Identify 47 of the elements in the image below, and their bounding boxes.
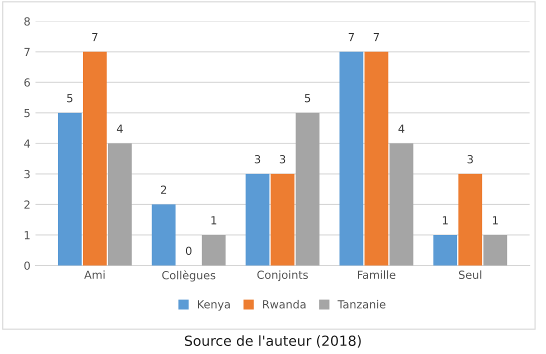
data-label: 3 [280, 155, 286, 164]
y-tick-label: 1 [24, 231, 30, 240]
y-tick-label: 0 [24, 261, 30, 270]
data-label: 4 [398, 124, 404, 133]
x-tick-label: Seul [458, 270, 482, 279]
data-label: 5 [67, 94, 72, 102]
bar [58, 112, 82, 266]
data-label: 0 [186, 246, 192, 256]
y-tick-label: 2 [24, 200, 30, 209]
data-label: 1 [211, 216, 216, 224]
data-label: 5 [304, 94, 310, 102]
y-tick-label: 5 [24, 108, 30, 118]
x-tick-label: Conjoints [257, 270, 308, 282]
bar [270, 174, 294, 266]
legend-label: Kenya [198, 300, 230, 311]
data-label: 4 [116, 124, 123, 133]
data-label: 7 [348, 33, 354, 42]
y-tick-label: 4 [24, 139, 30, 148]
bar [433, 234, 458, 266]
data-label: 7 [92, 33, 98, 42]
data-label: 2 [160, 186, 166, 194]
bar [202, 234, 226, 266]
bar [246, 174, 270, 266]
legend-label: Tanzanie [338, 300, 386, 309]
bar [458, 174, 482, 266]
data-label: 1 [442, 216, 448, 224]
y-tick-label: 3 [24, 170, 30, 178]
y-tick-label: 8 [24, 17, 30, 26]
bar [296, 112, 320, 266]
y-tick-label: 6 [24, 78, 30, 87]
bar [108, 143, 132, 266]
x-tick-label: Collègues [162, 270, 216, 282]
bar [483, 234, 508, 266]
source-note: Source de l'auteur (2018) [184, 335, 361, 348]
x-tick-label: Famille [358, 270, 396, 279]
bar [364, 52, 388, 266]
y-tick-label: 7 [24, 48, 30, 56]
data-label: 7 [374, 33, 379, 42]
bar [339, 52, 364, 266]
data-label: 3 [468, 155, 473, 164]
bar [390, 143, 414, 266]
x-tick-label: Ami [84, 270, 105, 279]
data-label: 3 [254, 155, 260, 164]
bar [152, 204, 176, 266]
data-label: 1 [492, 216, 498, 224]
legend-label: Rwanda [263, 300, 306, 309]
bar [82, 52, 107, 266]
